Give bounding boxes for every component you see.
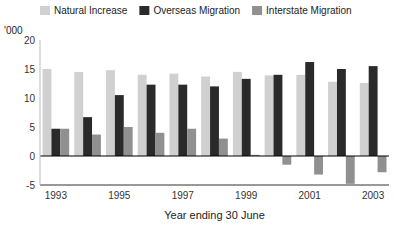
bar: [282, 156, 291, 165]
y-tick-label: -5: [26, 180, 35, 191]
bar: [124, 127, 133, 156]
bar: [43, 69, 52, 156]
bar: [169, 74, 178, 156]
bar: [328, 82, 337, 156]
y-tick-label: 10: [24, 93, 36, 104]
bar: [378, 156, 387, 172]
x-tick-label: 2001: [299, 190, 322, 201]
x-axis-label: Year ending 30 June: [164, 209, 265, 221]
bar: [155, 133, 164, 156]
bar: [346, 156, 355, 184]
bar: [210, 86, 219, 156]
bar: [314, 156, 323, 175]
bar: [178, 85, 187, 156]
bar: [60, 129, 69, 156]
x-tick-label: 1993: [45, 190, 68, 201]
x-tick-label: 1999: [235, 190, 258, 201]
bar: [337, 69, 346, 156]
bar: [369, 66, 378, 156]
bar: [138, 75, 147, 156]
bar: [201, 77, 210, 156]
bar: [92, 135, 101, 156]
bar: [187, 129, 196, 156]
bar: [106, 70, 115, 156]
bar: [242, 79, 251, 156]
bar: [219, 139, 228, 156]
chart: -5 0 5 10 15 20 1993 1995 1997 1999 2001 2003 Year e…: [0, 0, 397, 227]
legend-label: Natural Increase: [54, 5, 128, 16]
y-tick-label: 0: [29, 151, 35, 162]
bar: [233, 72, 242, 156]
legend-swatch: [252, 6, 262, 15]
x-axis-line: [40, 185, 389, 186]
y-axis-label: '000: [4, 25, 23, 36]
bar: [360, 83, 369, 156]
legend: Natural Increase Overseas Migration Inters…: [40, 5, 352, 16]
x-tick-label: 1997: [172, 190, 195, 201]
bar: [74, 72, 83, 156]
bars: [43, 62, 387, 184]
bar: [51, 129, 60, 156]
y-tick-label: 15: [24, 64, 36, 75]
bar: [305, 62, 314, 156]
x-tick-label: 2003: [362, 190, 385, 201]
bar: [83, 117, 92, 156]
y-tick-label: 5: [29, 122, 35, 133]
bar: [265, 75, 274, 156]
legend-swatch: [139, 6, 149, 15]
y-axis-line: [40, 40, 41, 185]
bar: [147, 85, 156, 156]
bar: [274, 75, 283, 156]
legend-swatch: [40, 6, 50, 15]
legend-label: Overseas Migration: [153, 5, 240, 16]
x-tick-label: 1995: [108, 190, 131, 201]
legend-label: Interstate Migration: [266, 5, 352, 16]
zero-line: [40, 156, 389, 157]
bar: [296, 75, 305, 156]
y-tick-label: 20: [24, 35, 36, 46]
bar: [115, 95, 124, 156]
